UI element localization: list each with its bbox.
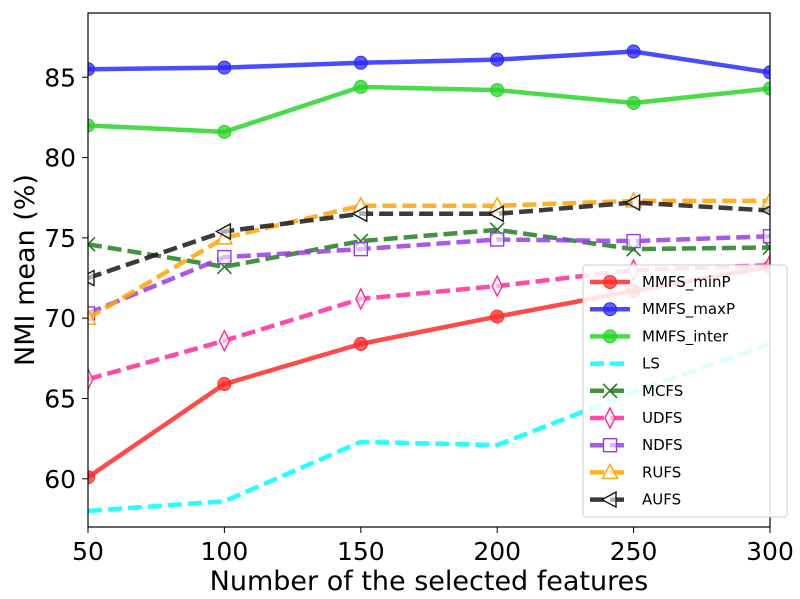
legend-marker bbox=[604, 406, 616, 430]
legend-marker bbox=[603, 302, 617, 317]
series-mmfs-inter bbox=[88, 79, 770, 139]
x-tick-label: 200 bbox=[473, 537, 521, 566]
data-point bbox=[763, 81, 770, 96]
data-point bbox=[490, 52, 505, 67]
data-point bbox=[491, 274, 503, 298]
data-point bbox=[88, 269, 95, 287]
data-point bbox=[626, 44, 641, 59]
data-point bbox=[218, 329, 231, 353]
data-point bbox=[88, 367, 94, 391]
legend-label: MMFS_maxP bbox=[642, 300, 735, 319]
legend-entry: RUFS bbox=[590, 462, 681, 481]
legend-entry: MCFS bbox=[590, 382, 683, 400]
data-point bbox=[626, 95, 641, 110]
y-tick-label: 60 bbox=[44, 465, 76, 494]
series-mmfs-maxp bbox=[88, 44, 770, 80]
legend-label: RUFS bbox=[642, 463, 681, 481]
data-point bbox=[490, 83, 505, 98]
series-line bbox=[88, 49, 770, 75]
series-ndfs bbox=[88, 229, 770, 321]
y-axis-ticks: 60 65 70 75 80 85 bbox=[44, 63, 88, 494]
data-point bbox=[217, 124, 232, 139]
legend-entry: UDFS bbox=[590, 406, 682, 430]
data-point bbox=[88, 62, 95, 77]
legend-frame bbox=[582, 264, 788, 518]
data-point bbox=[88, 118, 95, 133]
series-line bbox=[88, 234, 770, 316]
y-tick-label: 75 bbox=[44, 224, 76, 253]
data-point bbox=[353, 241, 368, 257]
data-point bbox=[88, 470, 95, 485]
data-point bbox=[490, 232, 505, 247]
legend-label: LS bbox=[642, 355, 660, 373]
y-tick-label: 80 bbox=[44, 144, 76, 173]
x-tick-label: 50 bbox=[72, 537, 104, 566]
legend-marker bbox=[600, 490, 617, 509]
legend-label: NDFS bbox=[642, 436, 683, 454]
legend: MMFS_minP MMFS_maxP MMFS_inter LS MCFS UDFS ND… bbox=[582, 264, 788, 518]
legend-entry: AUFS bbox=[590, 491, 681, 509]
series-line bbox=[88, 227, 770, 270]
x-tick-label: 100 bbox=[201, 537, 249, 566]
legend-marker bbox=[602, 438, 618, 453]
data-point bbox=[490, 309, 505, 324]
legend-entry: MMFS_inter bbox=[590, 327, 729, 346]
series-line bbox=[88, 84, 770, 135]
data-point bbox=[760, 205, 770, 216]
legend-label: MMFS_minP bbox=[642, 273, 731, 292]
x-tick-label: 300 bbox=[746, 537, 794, 566]
data-point bbox=[626, 233, 641, 249]
x-tick-label: 250 bbox=[610, 537, 658, 566]
legend-marker bbox=[603, 329, 617, 344]
data-point bbox=[217, 377, 232, 392]
legend-entry: MMFS_minP bbox=[590, 273, 731, 292]
data-point bbox=[88, 236, 96, 252]
data-point bbox=[217, 60, 232, 75]
y-axis-label: NMI mean (%) bbox=[10, 174, 41, 366]
data-point bbox=[351, 205, 368, 223]
legend-marker bbox=[602, 383, 618, 399]
series-aufs bbox=[88, 193, 770, 287]
x-tick-label: 150 bbox=[337, 537, 385, 566]
data-point bbox=[353, 55, 368, 70]
y-tick-label: 85 bbox=[44, 63, 76, 92]
series-line bbox=[88, 200, 770, 281]
data-point bbox=[624, 193, 641, 212]
data-point bbox=[487, 205, 504, 223]
data-point bbox=[355, 287, 367, 311]
legend-marker bbox=[603, 275, 617, 289]
data-point bbox=[353, 336, 368, 351]
legend-entry: LS bbox=[590, 355, 660, 373]
legend-label: AUFS bbox=[642, 491, 681, 509]
y-tick-label: 65 bbox=[44, 385, 76, 414]
legend-entry: MMFS_maxP bbox=[590, 300, 735, 319]
x-axis-ticks: 50 100 150 200 250 300 bbox=[72, 527, 794, 566]
legend-label: UDFS bbox=[642, 409, 682, 427]
legend-marker bbox=[601, 462, 619, 480]
data-point bbox=[762, 229, 770, 244]
data-point bbox=[353, 79, 368, 94]
data-point bbox=[88, 308, 97, 325]
series-line bbox=[88, 198, 770, 321]
data-point bbox=[214, 222, 232, 241]
data-point bbox=[217, 249, 232, 265]
data-point bbox=[763, 65, 770, 80]
y-tick-label: 70 bbox=[44, 304, 76, 333]
data-point bbox=[761, 191, 770, 208]
legend-entry: NDFS bbox=[590, 436, 683, 454]
x-axis-label: Number of the selected features bbox=[210, 566, 649, 597]
legend-label: MMFS_inter bbox=[642, 327, 729, 346]
legend-label: MCFS bbox=[642, 382, 683, 400]
